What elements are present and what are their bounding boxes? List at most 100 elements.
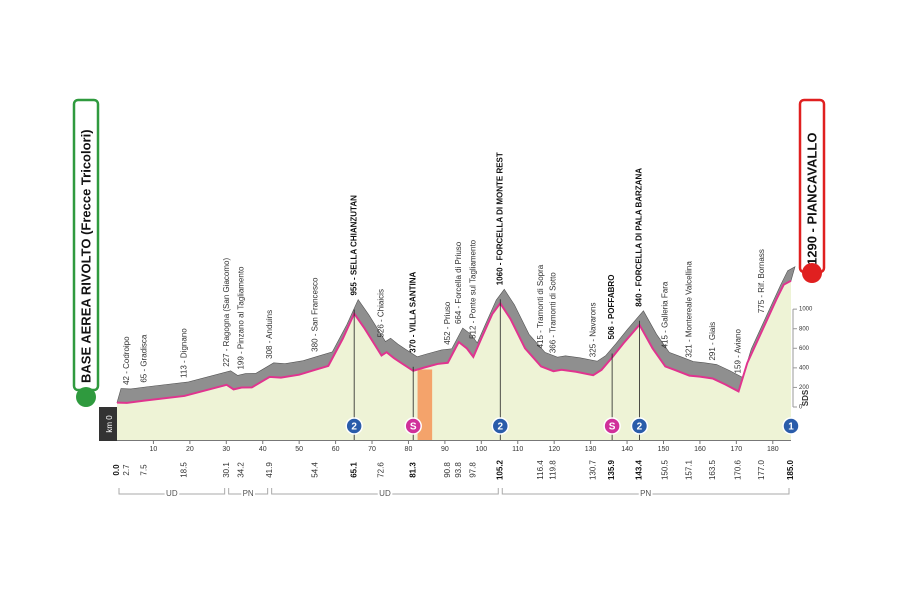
region-bracket [501,488,790,495]
distance-label: 54.4 [310,462,319,478]
y-tick-label: 600 [799,346,810,352]
km-zero-box [99,407,117,441]
distance-label: 34.2 [237,462,246,478]
y-tick-label: 200 [799,385,810,391]
x-tick-label: 50 [295,446,303,453]
x-tick-label: 130 [585,446,597,453]
distance-label: 72.6 [377,462,386,478]
distance-label: 150.5 [660,459,669,480]
place-label: 199 - Pinzano al Tagliamento [237,266,246,370]
region-label: UD [379,489,391,498]
distance-label: 163.5 [708,459,717,480]
place-label: 512 - Ponte sul Tagliamento [468,239,477,339]
place-label: 42 - Codroipo [122,336,131,385]
x-tick-label: 140 [621,446,633,453]
region-bracket [118,488,226,495]
distance-label: 157.1 [684,459,693,480]
start-label: BASE AEREA RIVOLTO (Frecce Tricolori) [78,129,93,383]
place-label: 664 - Forcella di Priuso [454,241,463,324]
feed-zone [417,369,433,440]
place-label: 955 - SELLA CHIANZUTAN [349,195,358,296]
x-tick-label: 80 [405,446,413,453]
km-zero: km 0 [105,415,114,433]
distance-label: 65.1 [349,462,358,478]
distance-label: 135.9 [607,459,616,480]
y-tick-label: 0 [799,405,803,411]
x-tick-label: 100 [475,446,487,453]
x-tick-label: 30 [222,446,230,453]
place-label: 415 - Galleria Fara [660,281,669,348]
marker-label: S [410,422,417,433]
distance-label: 97.8 [468,462,477,478]
distance-label: 119.8 [549,460,558,480]
distance-label: 185.0 [786,459,795,480]
y-tick-label: 400 [799,365,810,371]
place-label: 526 - Chiaicis [377,289,386,337]
region-bracket [271,488,499,495]
place-label: 65 - Gradisca [139,334,148,383]
distance-label: 170.6 [734,459,743,480]
x-tick-label: 70 [368,446,376,453]
place-label: 1060 - FORCELLA DI MONTE REST [495,152,504,285]
place-label: 113 - Dignano [180,328,189,378]
place-label: 452 - Priuso [443,301,452,345]
x-tick-label: 120 [548,446,560,453]
distance-label: 177.0 [757,459,766,480]
place-label: 366 - Tramonti di Sotto [549,272,558,353]
region-bracket [228,488,269,495]
distance-label: 93.8 [454,462,463,478]
marker-label: 2 [351,422,357,433]
region-label: PN [640,489,651,498]
place-label: 775 - Rif. Bornass [757,249,766,313]
marker [404,417,422,435]
distance-label: 90.8 [443,462,452,478]
y-tick-label: 1000 [799,307,813,313]
place-label: 506 - POFFABRO [607,275,616,340]
marker-label: 2 [637,422,643,433]
marker-label: 1 [788,422,794,433]
place-label: 325 - Navarons [588,302,597,357]
place-label: 308 - Anduins [265,310,274,359]
region-label: UD [166,489,178,498]
x-tick-label: 180 [767,446,779,453]
distance-label: 2.7 [122,464,131,476]
place-label: 415 - Tramonti di Sopra [536,264,545,348]
distance-label: 18.5 [180,462,189,478]
marker [630,417,649,435]
distance-label: 0.0 [112,464,121,476]
profile-line [116,279,792,404]
x-tick-label: 60 [332,446,340,453]
place-label: 159 - Aviano [734,329,743,374]
place-label: 321 - Montereale Valcellina [684,261,693,358]
distance-label: 41.9 [265,462,274,478]
place-label: 370 - VILLA SANTINA [408,272,417,353]
place-label: 227 - Ragogna (San Giacomo) [222,258,231,367]
km-axis [117,440,791,441]
distance-label: 30.1 [222,462,231,478]
x-tick-label: 150 [658,446,670,453]
x-tick-label: 90 [441,446,449,453]
marker [782,417,800,435]
y-tick-label: 800 [799,326,810,332]
place-label: 291 - Giais [708,322,717,361]
distance-label: 105.2 [495,459,504,480]
credit: SDS [801,389,810,406]
x-tick-label: 170 [731,446,743,453]
x-tick-label: 10 [150,446,158,453]
x-tick-label: 110 [512,446,523,453]
place-label: 840 - FORCELLA DI PALA BARZANA [635,168,644,307]
start-icon [76,387,96,407]
distance-label: 7.5 [139,464,148,476]
distance-label: 143.4 [635,459,644,480]
marker-label: S [609,422,616,433]
x-tick-label: 20 [186,446,194,453]
marker-label: 2 [497,422,503,433]
x-tick-label: 160 [694,446,706,453]
finish-icon [802,263,822,283]
distance-label: 130.7 [588,459,597,480]
place-label: 380 - San Francesco [310,277,319,352]
area-fill [117,280,791,440]
marker [603,417,621,435]
